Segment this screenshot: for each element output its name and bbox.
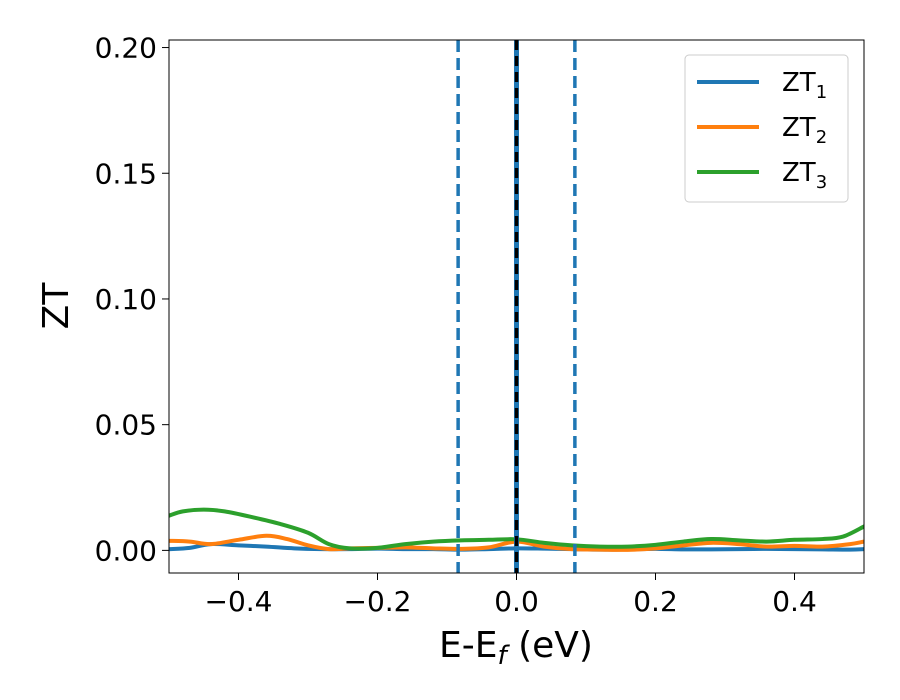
x-axis-label: E-Ef (eV) xyxy=(439,625,593,671)
series-line-3 xyxy=(169,507,864,551)
x-tick-label: −0.4 xyxy=(205,585,273,618)
x-tick-label: 0.0 xyxy=(494,585,539,618)
legend-label-1: ZT1 xyxy=(782,68,827,103)
reference-lines xyxy=(456,40,577,573)
y-tick-label: 0.15 xyxy=(95,157,157,190)
y-axis: 0.00 0.05 0.10 0.15 0.20 xyxy=(95,32,169,567)
x-tick-label: 0.2 xyxy=(633,585,678,618)
legend-label-2: ZT2 xyxy=(782,113,827,148)
legend: ZT1 ZT2 ZT3 xyxy=(684,54,849,203)
series-line-2 xyxy=(169,533,864,552)
y-tick-label: 0.20 xyxy=(95,32,157,65)
x-axis: −0.4 −0.2 0.0 0.2 0.4 xyxy=(205,573,817,618)
y-axis-label: ZT xyxy=(36,282,77,330)
x-tick-label: 0.4 xyxy=(772,585,817,618)
legend-box xyxy=(684,54,849,203)
y-tick-label: 0.00 xyxy=(95,534,157,567)
y-tick-label: 0.10 xyxy=(95,283,157,316)
legend-label-3: ZT3 xyxy=(782,158,827,193)
y-tick-label: 0.05 xyxy=(95,409,157,442)
x-tick-label: −0.2 xyxy=(344,585,412,618)
